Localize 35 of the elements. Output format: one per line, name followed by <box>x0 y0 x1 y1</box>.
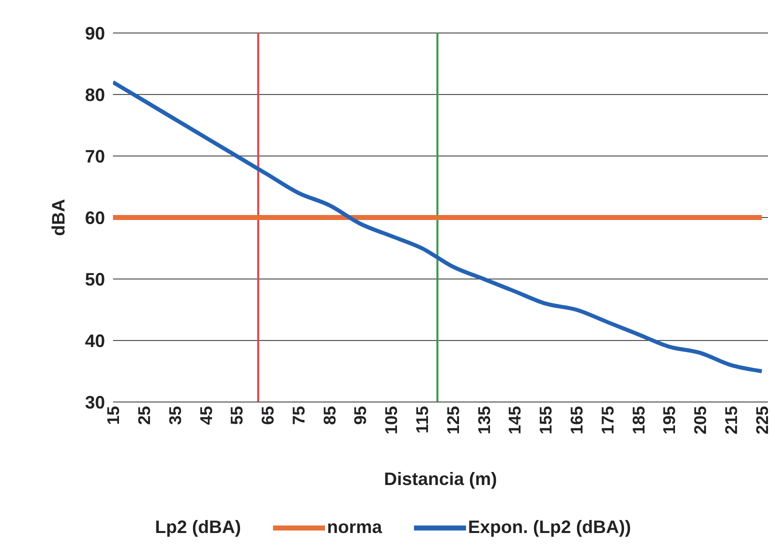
y-tick-label: 80 <box>84 84 105 105</box>
x-tick-label: 155 <box>536 406 556 434</box>
y-tick-label: 70 <box>84 146 105 166</box>
x-tick-label: 125 <box>444 406 463 434</box>
x-tick-label: 185 <box>629 406 648 434</box>
x-axis-title: Distancia (m) <box>384 469 498 489</box>
x-tick-label: 45 <box>196 406 216 425</box>
x-tick-label: 85 <box>320 406 340 425</box>
y-tick-label: 40 <box>84 330 105 351</box>
x-tick-label: 205 <box>691 406 710 434</box>
x-tick-label: 115 <box>413 406 432 434</box>
y-tick-label: 30 <box>84 392 105 412</box>
y-axis-title: dBA <box>48 199 68 236</box>
x-tick-label: 135 <box>474 406 494 434</box>
x-tick-label: 35 <box>166 406 185 425</box>
text: Lp2 (dBA) <box>155 517 241 538</box>
x-tick-label: 215 <box>722 406 741 434</box>
x-tick-label: 225 <box>752 406 770 434</box>
y-tick-label: 90 <box>84 23 105 44</box>
x-tick-label: 165 <box>568 406 587 434</box>
legend-label: norma <box>326 517 382 538</box>
y-tick-label: 50 <box>84 269 105 290</box>
x-tick-label: 25 <box>134 406 154 425</box>
x-tick-label: 175 <box>598 406 618 434</box>
x-tick-label: 195 <box>660 406 680 434</box>
legend-label: Expon. (Lp2 (dBA)) <box>468 517 631 538</box>
x-tick-label: 145 <box>506 406 525 434</box>
x-tick-label: 15 <box>104 406 124 425</box>
x-tick-label: 75 <box>289 406 308 425</box>
line-series <box>113 80 764 374</box>
x-tick-label: 65 <box>258 406 278 425</box>
x-tick-label: 105 <box>382 406 402 434</box>
x-tick-label: 55 <box>228 406 247 425</box>
y-tick-label: 60 <box>84 208 105 228</box>
x-tick-label: 95 <box>351 406 370 425</box>
